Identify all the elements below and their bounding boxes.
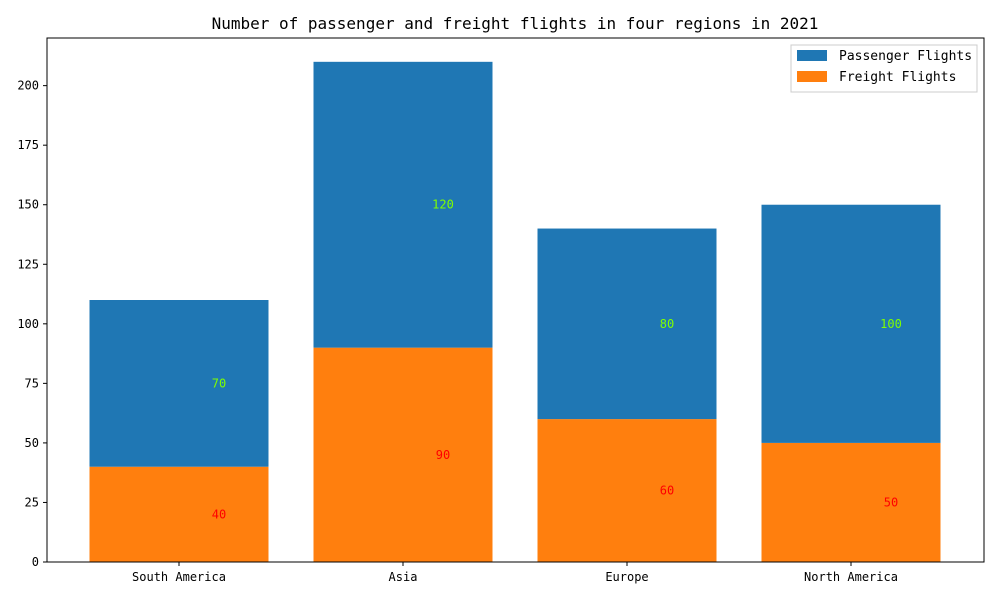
bar-freight-flights bbox=[537, 419, 717, 562]
data-label-freight-flights: 40 bbox=[212, 507, 226, 521]
bar-freight-flights bbox=[89, 466, 269, 562]
x-tick-label: Asia bbox=[389, 570, 418, 584]
data-label-passenger-flights: 80 bbox=[660, 317, 674, 331]
legend-swatch bbox=[797, 50, 827, 61]
bar-passenger-flights bbox=[89, 300, 269, 467]
y-tick-label: 200 bbox=[17, 79, 39, 93]
x-tick-label: South America bbox=[132, 570, 226, 584]
legend-label: Freight Flights bbox=[839, 70, 956, 85]
y-tick-label: 125 bbox=[17, 257, 39, 271]
y-tick-label: 75 bbox=[25, 376, 39, 390]
legend-swatch bbox=[797, 71, 827, 82]
y-axis: 0 25 50 75 100 125 150 175 200 bbox=[17, 79, 47, 569]
bar-freight-flights bbox=[761, 442, 941, 562]
bar-passenger-flights bbox=[313, 61, 493, 348]
bar-passenger-flights bbox=[537, 228, 717, 420]
data-label-freight-flights: 60 bbox=[660, 484, 674, 498]
data-labels-layer: 40 90 60 50 70 120 80 100 bbox=[212, 198, 902, 522]
y-tick-label: 175 bbox=[17, 138, 39, 152]
data-label-passenger-flights: 100 bbox=[880, 317, 902, 331]
data-label-freight-flights: 50 bbox=[884, 495, 898, 509]
bar-freight-flights bbox=[313, 347, 493, 562]
legend-label: Passenger Flights bbox=[839, 49, 972, 64]
data-label-passenger-flights: 120 bbox=[432, 198, 454, 212]
y-tick-label: 25 bbox=[25, 495, 39, 509]
x-tick-label: North America bbox=[804, 570, 898, 584]
data-label-freight-flights: 90 bbox=[436, 448, 450, 462]
plot-frame bbox=[46, 37, 985, 563]
y-tick-label: 0 bbox=[32, 555, 39, 569]
bar-passenger-flights bbox=[761, 204, 941, 443]
chart-title: Number of passenger and freight flights … bbox=[212, 14, 819, 33]
data-label-passenger-flights: 70 bbox=[212, 376, 226, 390]
x-tick-label: Europe bbox=[605, 570, 648, 584]
legend: Passenger Flights Freight Flights bbox=[790, 44, 978, 93]
x-axis: South America Asia Europe North America bbox=[132, 562, 898, 584]
bars-layer bbox=[89, 61, 941, 562]
y-tick-label: 100 bbox=[17, 317, 39, 331]
y-tick-label: 50 bbox=[25, 436, 39, 450]
y-tick-label: 150 bbox=[17, 198, 39, 212]
